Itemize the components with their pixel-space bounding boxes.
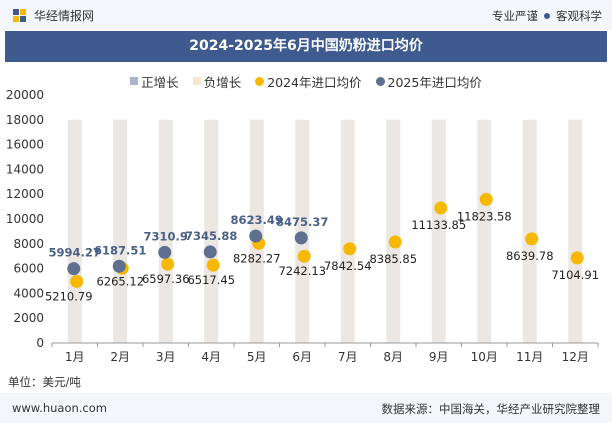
- point-2025: [249, 229, 263, 243]
- column-band: [522, 119, 537, 343]
- data-label-2024: 5210.79: [45, 289, 93, 303]
- data-label-2025: 5994.27: [49, 246, 101, 260]
- brand-name: 华经情报网: [34, 9, 95, 23]
- data-label-2025: 7345.88: [185, 229, 237, 243]
- y-tick-label: 8000: [13, 237, 44, 251]
- column-band: [67, 119, 82, 343]
- data-label-2024: 11133.85: [411, 218, 466, 232]
- point-2024: [161, 257, 175, 271]
- footer-site: www.huaon.com: [12, 401, 107, 415]
- y-tick-label: 16000: [6, 138, 44, 152]
- y-tick-label: 14000: [6, 162, 44, 176]
- x-tick-label: 1月: [65, 350, 85, 364]
- data-label-2024: 7104.91: [551, 268, 599, 282]
- legend-2024-swatch: [255, 76, 265, 86]
- data-label-2024: 6265.12: [96, 274, 144, 288]
- point-2024: [479, 192, 493, 206]
- point-2024: [570, 251, 584, 265]
- point-2025: [203, 245, 217, 259]
- column-band: [568, 119, 583, 343]
- point-2024: [388, 235, 402, 249]
- column-band: [431, 119, 446, 343]
- column-band: [477, 119, 492, 343]
- x-tick-label: 4月: [201, 350, 221, 364]
- x-tick-label: 11月: [516, 350, 543, 364]
- legend-2024-label: 2024年进口均价: [267, 74, 362, 90]
- chart-legend: 正增长 负增长 2024年进口均价 2025年进口均价: [0, 72, 612, 90]
- y-tick-label: 0: [36, 336, 44, 350]
- y-tick-label: 18000: [6, 113, 44, 127]
- x-tick-label: 5月: [247, 350, 267, 364]
- column-band: [158, 119, 173, 343]
- x-tick-label: 7月: [338, 350, 358, 364]
- legend-2025: 2025年进口均价: [375, 72, 482, 90]
- legend-positive: 正增长: [130, 72, 179, 90]
- data-label-2024: 7842.54: [324, 259, 372, 273]
- legend-2025-label: 2025年进口均价: [387, 74, 482, 90]
- legend-negative-label: 负增长: [203, 74, 242, 90]
- point-2024: [434, 201, 448, 215]
- point-2025: [158, 245, 172, 259]
- footer-source: 数据来源：中国海关，华经产业研究院整理: [381, 402, 601, 416]
- legend-positive-swatch: [130, 77, 139, 85]
- y-tick-label: 10000: [6, 212, 44, 226]
- legend-2025-swatch: [375, 76, 385, 86]
- data-label-2025: 7310.9: [144, 229, 188, 243]
- x-tick-label: 6月: [292, 350, 312, 364]
- data-label-2025: 8623.49: [231, 213, 283, 227]
- tagline: 专业严谨 客观科学: [492, 8, 602, 24]
- data-label-2024: 8639.78: [506, 249, 554, 263]
- footer-bar: www.huaon.com 数据来源：中国海关，华经产业研究院整理: [0, 393, 612, 423]
- tagline-1: 专业严谨: [492, 9, 538, 23]
- tagline-dot-icon: [544, 13, 550, 19]
- legend-negative-swatch: [192, 77, 201, 85]
- data-label-2024: 6597.36: [142, 272, 190, 286]
- point-2025: [67, 262, 81, 276]
- legend-negative: 负增长: [192, 72, 242, 90]
- logo-icon: [13, 9, 26, 22]
- x-tick-label: 3月: [156, 350, 176, 364]
- x-tick-label: 8月: [383, 350, 403, 364]
- x-tick-label: 12月: [562, 350, 589, 364]
- x-tick-label: 10月: [471, 350, 498, 364]
- column-band: [340, 119, 355, 343]
- y-tick-label: 6000: [13, 262, 44, 276]
- data-label-2024: 11823.58: [457, 209, 512, 223]
- point-2024: [525, 232, 539, 246]
- chart-title: 2024-2025年6月中国奶粉进口均价: [5, 31, 607, 62]
- data-label-2024: 7242.13: [278, 264, 326, 278]
- unit-label: 单位：美元/吨: [8, 375, 81, 389]
- column-band: [386, 119, 401, 343]
- tagline-2: 客观科学: [556, 9, 602, 23]
- data-label-2024: 8282.27: [233, 251, 281, 265]
- point-2025: [112, 259, 126, 273]
- data-label-2025: 8475.37: [276, 215, 328, 229]
- data-label-2025: 6187.51: [94, 243, 146, 257]
- point-2024: [343, 242, 357, 256]
- column-band: [295, 119, 310, 343]
- column-band: [113, 119, 128, 343]
- data-label-2024: 8385.85: [369, 252, 417, 266]
- y-tick-label: 12000: [6, 187, 44, 201]
- point-2024: [297, 249, 311, 263]
- column-band: [204, 119, 219, 343]
- x-tick-label: 2月: [110, 350, 130, 364]
- x-tick-label: 9月: [429, 350, 449, 364]
- y-tick-label: 4000: [13, 286, 44, 300]
- legend-positive-label: 正增长: [141, 74, 179, 90]
- y-tick-label: 20000: [6, 88, 44, 102]
- point-2024: [206, 258, 220, 272]
- data-label-2024: 6517.45: [187, 273, 235, 287]
- legend-2024: 2024年进口均价: [255, 72, 362, 90]
- point-2024: [70, 274, 84, 288]
- top-bar: 华经情报网 专业严谨 客观科学: [0, 0, 612, 30]
- y-tick-label: 2000: [13, 311, 44, 325]
- point-2025: [294, 231, 308, 245]
